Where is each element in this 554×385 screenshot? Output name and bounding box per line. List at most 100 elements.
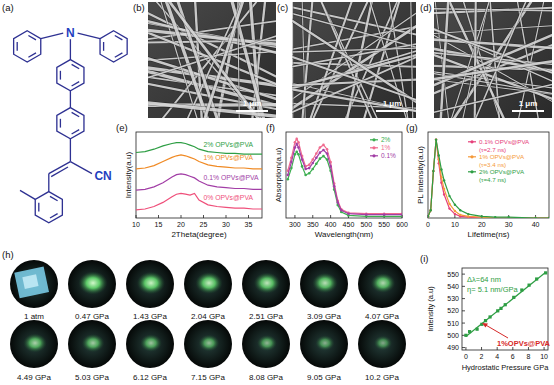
photo — [358, 260, 406, 308]
x-tick-label: 30 — [505, 221, 513, 228]
data-point — [401, 212, 402, 215]
bond — [115, 53, 123, 57]
data-point — [534, 217, 536, 218]
molecule: NCN — [14, 26, 128, 223]
data-point — [548, 217, 549, 218]
fiber-shadow — [158, 2, 200, 118]
x-tick — [158, 215, 159, 218]
bond — [103, 42, 104, 51]
emission — [312, 273, 338, 293]
x-tick — [312, 215, 313, 218]
panel-label: (i) — [420, 253, 428, 264]
fiber — [202, 2, 246, 118]
bond — [17, 42, 18, 51]
data-point — [340, 209, 343, 212]
panel-label: (f) — [266, 122, 275, 133]
y-tick-label: 490 — [447, 344, 459, 351]
x-tick-label: 20 — [177, 221, 185, 228]
y-tick — [462, 298, 465, 299]
data-point — [459, 214, 461, 216]
data-point — [365, 212, 368, 215]
bond — [70, 162, 92, 174]
data-point — [383, 213, 386, 216]
y-tick — [462, 323, 465, 324]
emission — [137, 272, 165, 295]
data-point — [448, 203, 450, 205]
x-tick-label: 2 — [480, 353, 484, 360]
emission — [315, 335, 334, 350]
panel-label: (c) — [277, 2, 288, 13]
x-axis-label: Wavelength(nm) — [315, 230, 374, 239]
emission — [82, 334, 105, 352]
x-tick-label: 10 — [540, 353, 548, 360]
legend-marker — [470, 140, 473, 143]
bond — [72, 82, 80, 86]
data-point — [290, 161, 293, 164]
panel-label: (h) — [2, 249, 14, 260]
fiber-shadow — [434, 82, 552, 114]
emission — [199, 335, 220, 352]
data-point — [311, 168, 314, 171]
photo-label: 6.12 GPa — [133, 373, 167, 382]
fiber — [434, 60, 552, 81]
fiber-shadow — [292, 53, 416, 103]
data-point — [319, 157, 322, 160]
chart: 010203040Lifetime(ns)PL Intensity(a.u)0.… — [416, 132, 550, 239]
x-tick-label: 300 — [289, 221, 301, 228]
data-point — [507, 217, 509, 218]
ring — [57, 108, 84, 139]
y-tick-label: 520 — [447, 307, 459, 314]
y-tick-label: 540 — [447, 283, 459, 290]
fiber — [148, 19, 276, 55]
fiber-shadow — [434, 60, 552, 81]
photo-label: 1.43 GPa — [133, 312, 167, 321]
x-tick-label: 600 — [396, 221, 408, 228]
fiber — [292, 11, 416, 50]
annotation-arrow — [484, 324, 508, 338]
data-point — [319, 151, 322, 154]
legend-marker — [372, 138, 375, 141]
x-tick-label: 30 — [222, 221, 230, 228]
photo — [10, 320, 58, 368]
data-point — [286, 174, 289, 177]
data-point — [322, 149, 325, 152]
bond — [70, 139, 71, 162]
data-point — [481, 216, 483, 218]
legend-note: (τ=3.4 ns) — [479, 161, 506, 168]
data-point — [428, 215, 429, 217]
data-point — [297, 146, 300, 149]
scale-bar — [512, 110, 544, 112]
fiber — [292, 48, 416, 53]
photo-label: 4.49 GPa — [17, 373, 51, 382]
fiber-shadow — [202, 2, 246, 118]
series-line — [288, 144, 402, 215]
photo-label: 9.05 GPa — [307, 373, 341, 382]
figure: (a)(b)(c)(d)(e)(f)(g)(h)(i)NCN1 μm1 μm1 … — [0, 0, 554, 385]
bond — [72, 64, 80, 68]
data-point — [435, 139, 437, 141]
photo — [184, 320, 232, 368]
photo — [300, 260, 348, 308]
data-point — [315, 163, 318, 166]
data-point — [435, 139, 437, 141]
photo-label: 1 atm — [24, 312, 44, 321]
data-point — [534, 217, 536, 218]
data-point — [429, 209, 431, 211]
y-axis-label: Intensity(a.u) — [124, 152, 133, 199]
series-label: 0% OPVs@PVA — [204, 194, 254, 201]
data-point — [507, 216, 509, 218]
legend-note: (τ=4.7 ns) — [479, 176, 506, 183]
series-label: 0.1% OPVs@PVA — [204, 174, 260, 181]
photo — [300, 320, 348, 368]
y-tick-label: 550 — [447, 271, 459, 278]
x-tick-label: 6 — [511, 353, 515, 360]
data-point — [429, 209, 431, 211]
data-point — [311, 162, 314, 165]
data-point — [311, 158, 314, 161]
bond — [28, 53, 36, 57]
sem-image — [292, 2, 416, 118]
photo — [126, 320, 174, 368]
fiber-shadow — [475, 2, 476, 118]
crystal-highlight — [22, 274, 38, 289]
chart: 300350400450500550600Wavelength(nm)Absor… — [274, 132, 408, 239]
